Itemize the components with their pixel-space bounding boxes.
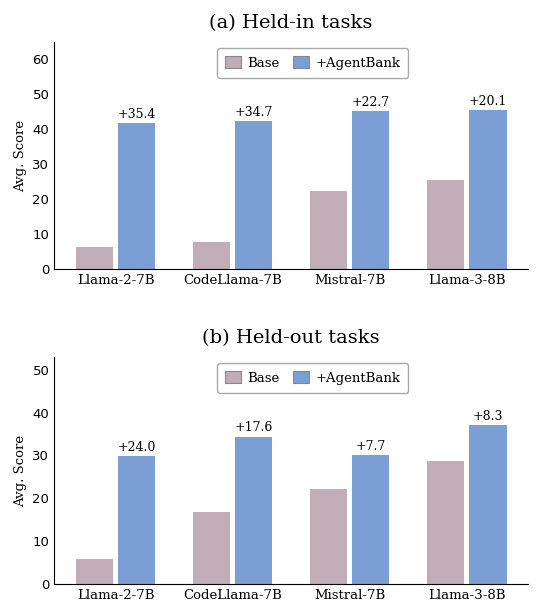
- Text: +35.4: +35.4: [118, 108, 156, 121]
- Text: +20.1: +20.1: [469, 95, 507, 108]
- Bar: [352, 111, 390, 269]
- Text: +7.7: +7.7: [356, 440, 386, 453]
- Bar: [193, 512, 230, 584]
- Text: +8.3: +8.3: [473, 410, 503, 423]
- Text: +34.7: +34.7: [235, 106, 273, 119]
- Bar: [352, 455, 390, 584]
- Y-axis label: Avg. Score: Avg. Score: [14, 120, 27, 192]
- Bar: [427, 461, 464, 584]
- Bar: [427, 180, 464, 269]
- Bar: [310, 488, 347, 584]
- Legend: Base, +AgentBank: Base, +AgentBank: [217, 363, 408, 392]
- Text: +24.0: +24.0: [118, 441, 156, 454]
- Bar: [76, 246, 113, 269]
- Bar: [469, 110, 507, 269]
- Text: +22.7: +22.7: [352, 96, 390, 109]
- Title: (b) Held-out tasks: (b) Held-out tasks: [202, 329, 380, 347]
- Legend: Base, +AgentBank: Base, +AgentBank: [217, 49, 408, 78]
- Y-axis label: Avg. Score: Avg. Score: [14, 434, 27, 506]
- Bar: [76, 559, 113, 584]
- Title: (a) Held-in tasks: (a) Held-in tasks: [209, 14, 373, 32]
- Bar: [118, 123, 156, 269]
- Bar: [235, 437, 273, 584]
- Bar: [193, 242, 230, 269]
- Text: +17.6: +17.6: [235, 421, 273, 434]
- Bar: [118, 456, 156, 584]
- Bar: [469, 425, 507, 584]
- Bar: [235, 121, 273, 269]
- Bar: [310, 190, 347, 269]
